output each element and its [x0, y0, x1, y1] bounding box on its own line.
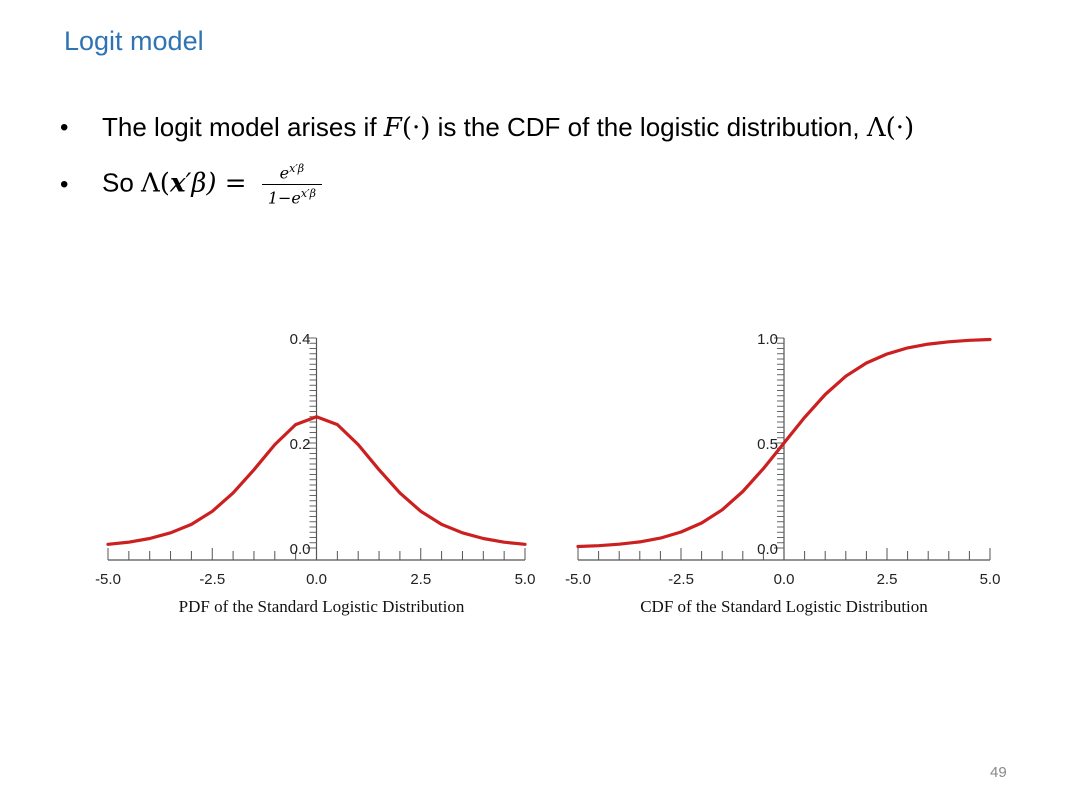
- page-number: 49: [990, 764, 1007, 781]
- cdf-y-tick-label: 0.0: [757, 541, 778, 558]
- bullet-text-2: So Λ(x′β) = ex′β 1−ex′β: [102, 162, 322, 208]
- lambda-symbol: Λ(·): [866, 113, 915, 143]
- bullet-item-2: • So Λ(x′β) = ex′β 1−ex′β: [60, 162, 322, 208]
- denominator-prefix: 1−e: [267, 188, 301, 208]
- bullet-1-text-before: The logit model arises if: [102, 112, 384, 142]
- cdf-curve-series-0: [576, 337, 992, 549]
- pdf-chart-title: PDF of the Standard Logistic Distributio…: [179, 597, 465, 616]
- pdf-x-tick-label: 2.5: [410, 571, 431, 588]
- pdf-x-tick-label: -2.5: [199, 571, 225, 588]
- cdf-x-tick-label: 2.5: [877, 571, 898, 588]
- pdf-x-tick-label: -5.0: [95, 571, 121, 588]
- cdf-y-tick-label: 1.0: [757, 331, 778, 348]
- pdf-x-tick-label: 0.0: [306, 571, 327, 588]
- f-argument: (·): [401, 113, 431, 143]
- formula-lhs-open: Λ(: [141, 168, 170, 199]
- bullet-marker: •: [60, 113, 69, 141]
- bullet-marker: •: [60, 170, 69, 198]
- cdf-x-tick-label: -5.0: [565, 571, 591, 588]
- bullet-1-text-after: is the CDF of the logistic distribution,: [430, 112, 867, 142]
- cdf-y-tick-label: 0.5: [757, 436, 778, 453]
- pdf-x-tick-label: 5.0: [515, 571, 536, 588]
- pdf-y-tick-label: 0.4: [290, 331, 311, 348]
- formula-fraction: ex′β 1−ex′β: [261, 162, 322, 208]
- f-symbol: F: [383, 113, 402, 143]
- numerator-exponent: x′β: [289, 162, 305, 175]
- bullet-text-1: The logit model arises if F(·) is the CD…: [102, 112, 914, 143]
- numerator-base: e: [279, 163, 290, 183]
- slide-title: Logit model: [64, 26, 204, 56]
- fraction-numerator: ex′β: [274, 162, 311, 184]
- formula-lhs-rest: ′β) =: [185, 168, 247, 199]
- bullet-2-text-before: So: [102, 167, 142, 198]
- denominator-exponent: x′β: [300, 187, 316, 201]
- cdf-x-tick-label: 5.0: [980, 571, 1001, 588]
- pdf-y-tick-label: 0.0: [290, 541, 311, 558]
- cdf-x-tick-label: 0.0: [774, 571, 795, 588]
- cdf-x-tick-label: -2.5: [668, 571, 694, 588]
- cdf-chart-title: CDF of the Standard Logistic Distributio…: [640, 597, 928, 616]
- formula-lhs-x: x: [169, 168, 186, 199]
- bullet-item-1: • The logit model arises if F(·) is the …: [60, 112, 914, 143]
- pdf-curve-series-0: [106, 415, 527, 546]
- fraction-denominator: 1−ex′β: [261, 184, 322, 208]
- pdf-y-tick-label: 0.2: [290, 436, 311, 453]
